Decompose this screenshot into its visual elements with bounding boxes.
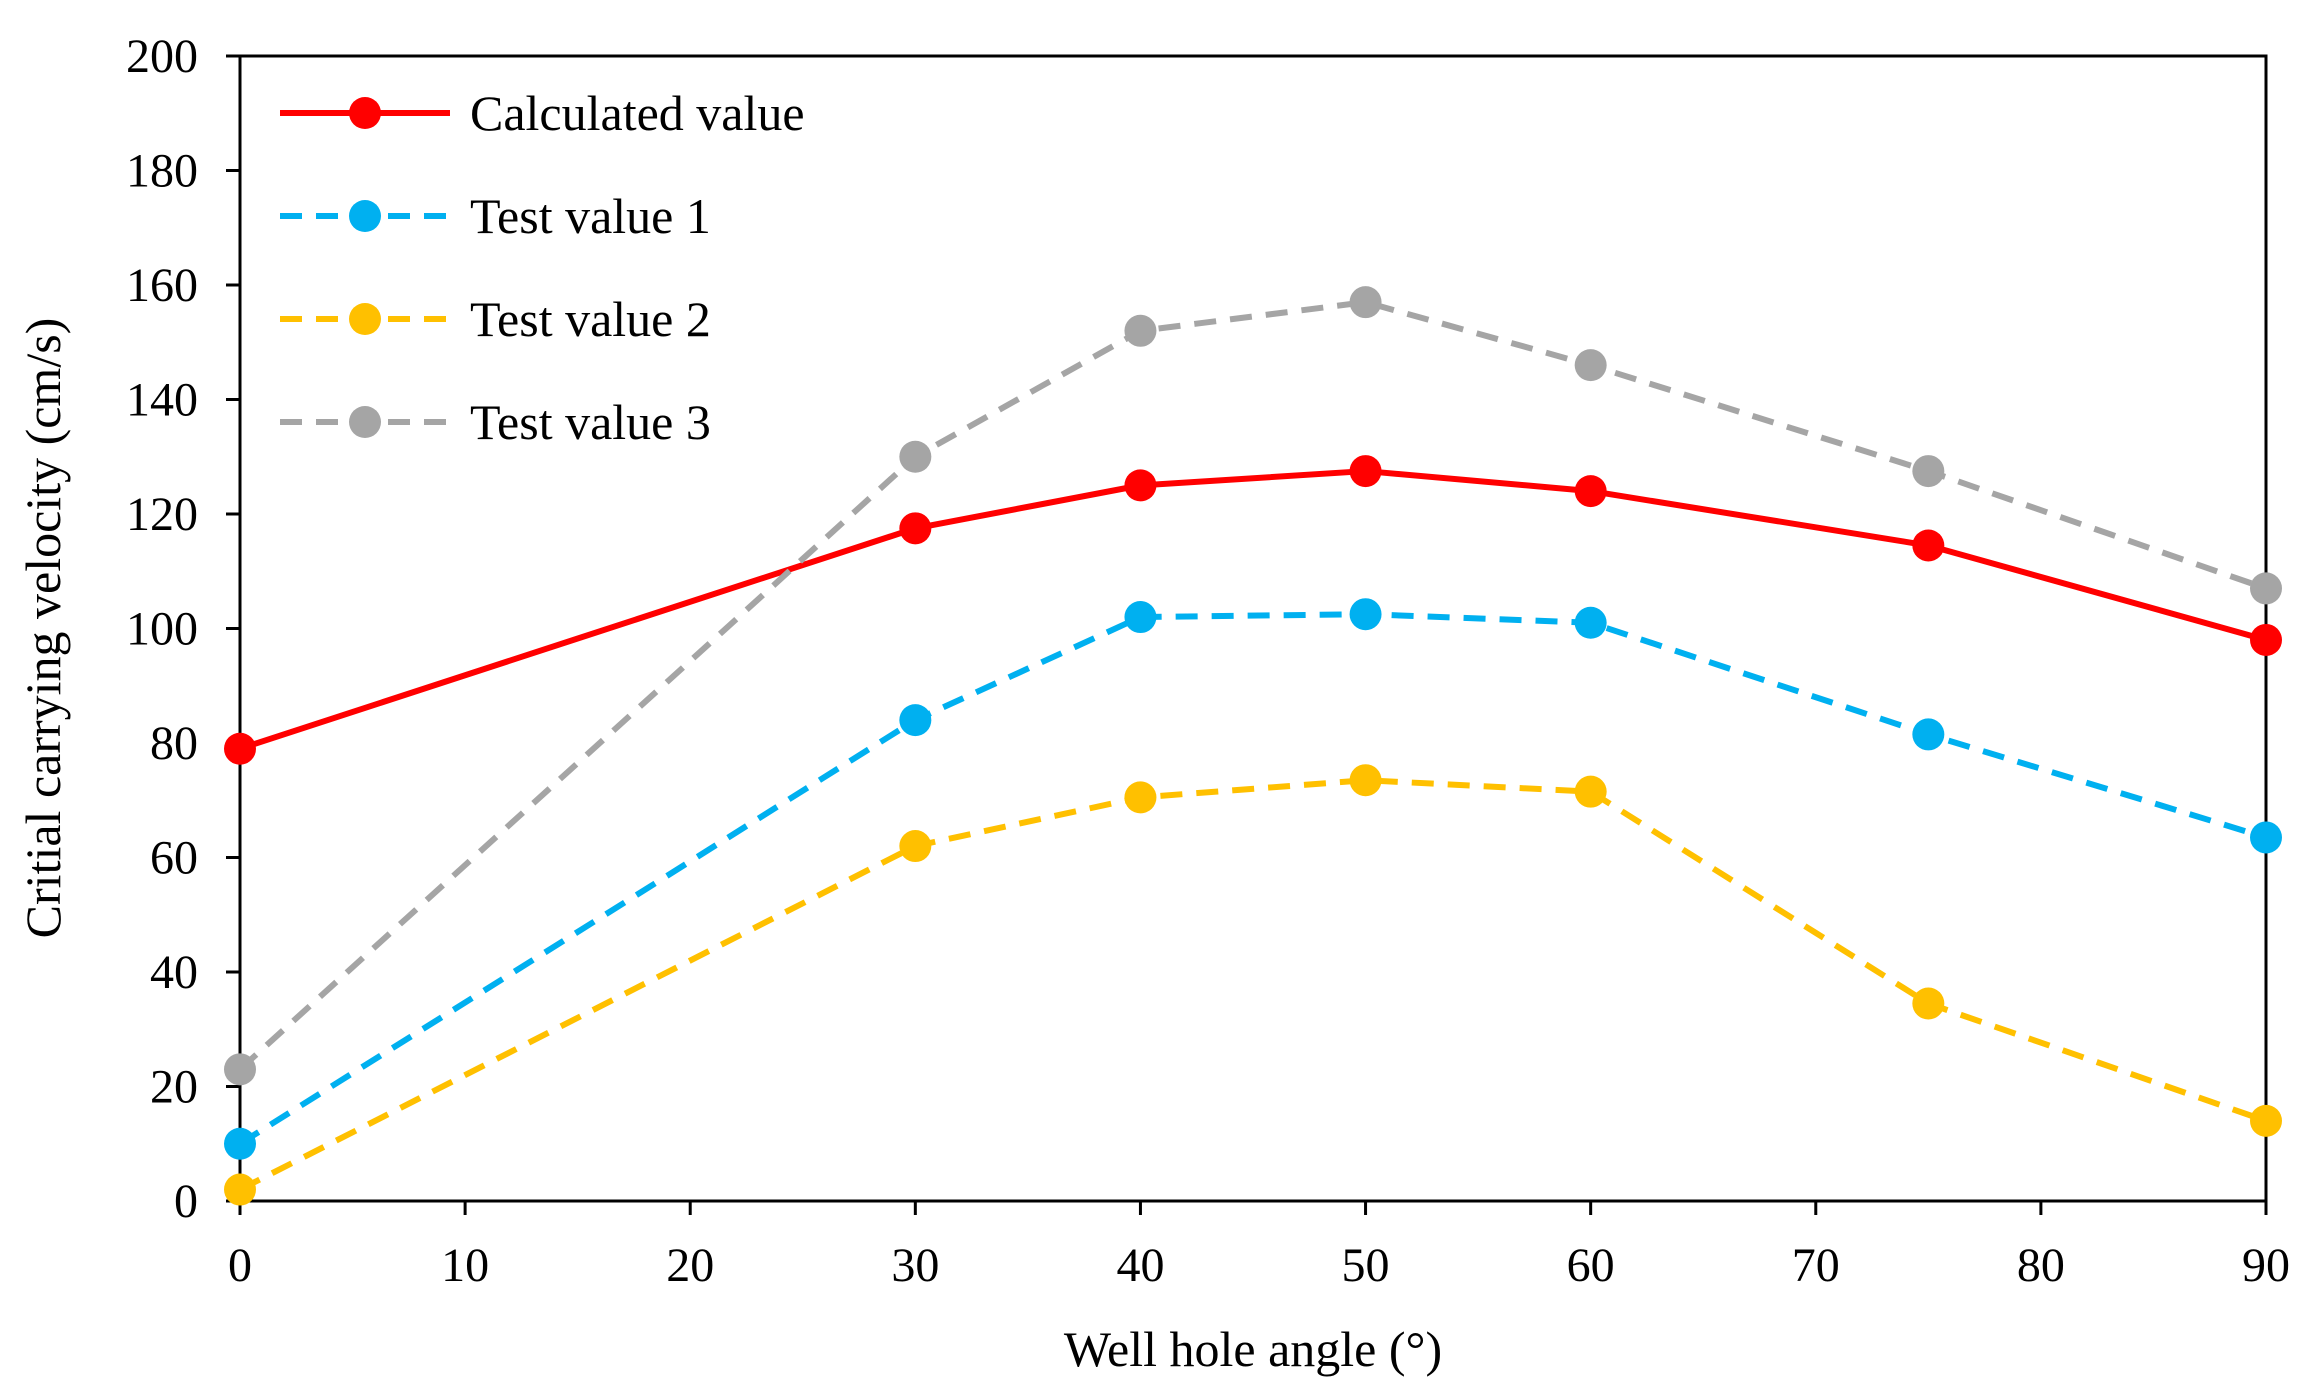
data-point: [1124, 469, 1157, 502]
data-point: [224, 732, 256, 765]
y-tick-label: 60: [150, 832, 198, 885]
legend-label: Test value 2: [470, 291, 711, 347]
data-point: [1124, 601, 1157, 634]
data-point: [1574, 775, 1607, 808]
data-point: [1349, 455, 1382, 488]
data-point: [1349, 286, 1382, 319]
data-point: [1574, 606, 1607, 639]
legend-marker: [349, 97, 381, 129]
data-point: [1912, 718, 1945, 751]
legend-item: Test value 3: [280, 394, 711, 450]
legend-marker: [349, 406, 381, 438]
legend-item: Test value 2: [280, 291, 711, 347]
x-tick-label: 70: [1792, 1239, 1840, 1292]
data-point: [899, 440, 932, 473]
data-point: [1574, 349, 1607, 382]
y-axis-title: Critial carrying velocity (cm/s): [15, 318, 71, 939]
x-axis-title: Well hole angle (°): [1064, 1321, 1442, 1377]
x-tick-label: 90: [2242, 1239, 2290, 1292]
y-tick-label: 200: [126, 30, 198, 83]
data-point: [224, 1053, 256, 1086]
y-tick-label: 180: [126, 145, 198, 198]
data-point: [1912, 455, 1945, 488]
x-tick-label: 80: [2017, 1239, 2065, 1292]
series-line: [238, 611, 2267, 1147]
data-point: [2250, 623, 2282, 656]
data-point: [1124, 781, 1157, 814]
series-3: [224, 764, 2282, 1206]
data-point: [1349, 598, 1382, 631]
series-4: [224, 286, 2282, 1086]
data-point: [1912, 987, 1945, 1020]
data-point: [2250, 1104, 2282, 1137]
y-tick-label: 140: [126, 374, 198, 427]
data-point: [899, 704, 932, 737]
x-tick-label: 30: [891, 1239, 939, 1292]
data-point: [1912, 529, 1945, 562]
x-tick-label: 0: [228, 1239, 252, 1292]
data-point: [1349, 764, 1382, 797]
legend-item: Calculated value: [280, 85, 805, 141]
x-tick-label: 60: [1567, 1239, 1615, 1292]
series-line: [238, 777, 2267, 1193]
data-point: [1124, 314, 1157, 347]
data-point: [2250, 821, 2282, 854]
x-tick-label: 40: [1116, 1239, 1164, 1292]
y-tick-label: 80: [150, 717, 198, 770]
legend-label: Test value 3: [470, 394, 711, 450]
x-tick-label: 10: [441, 1239, 489, 1292]
legend-label: Test value 1: [470, 188, 711, 244]
data-point: [224, 1173, 256, 1206]
legend-label: Calculated value: [470, 85, 805, 141]
y-tick-label: 120: [126, 488, 198, 541]
data-point: [1574, 475, 1607, 508]
data-point: [2250, 572, 2282, 605]
series-1: [224, 455, 2282, 765]
y-tick-label: 0: [174, 1175, 198, 1228]
y-tick-label: 100: [126, 603, 198, 656]
series-line: [239, 468, 2267, 752]
y-tick-label: 20: [150, 1061, 198, 1114]
series-2: [224, 598, 2282, 1160]
data-point: [899, 512, 932, 545]
legend-marker: [349, 303, 381, 335]
x-tick-label: 50: [1342, 1239, 1390, 1292]
data-point: [224, 1127, 256, 1160]
y-tick-label: 160: [126, 259, 198, 312]
x-tick-label: 20: [666, 1239, 714, 1292]
data-point: [899, 830, 932, 863]
legend-item: Test value 1: [280, 188, 711, 244]
legend-marker: [349, 200, 381, 232]
y-tick-label: 40: [150, 946, 198, 999]
